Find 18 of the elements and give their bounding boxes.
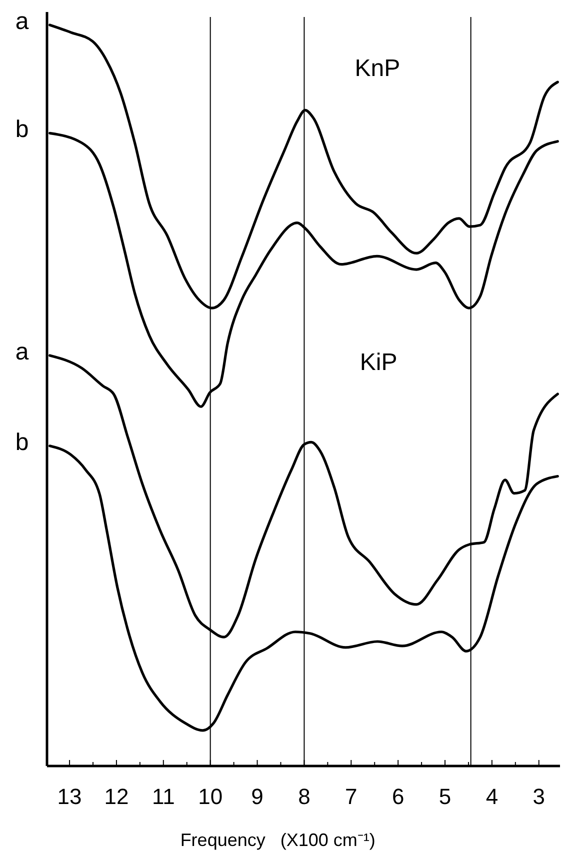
series-label: b bbox=[15, 116, 29, 144]
x-tick-label: 11 bbox=[152, 784, 175, 810]
x-axis-title: Frequency (X100 cm⁻¹) bbox=[180, 830, 376, 850]
series-label: b bbox=[15, 428, 29, 456]
x-tick-label: 10 bbox=[198, 784, 223, 810]
x-tick-label: 4 bbox=[486, 784, 498, 810]
series-label: a bbox=[15, 8, 30, 35]
x-tick-label: 8 bbox=[298, 784, 310, 810]
annotation: KnP bbox=[354, 55, 400, 82]
series-label: a bbox=[15, 338, 30, 366]
x-tick-label: 9 bbox=[251, 784, 264, 810]
x-tick-label: 12 bbox=[104, 784, 129, 810]
x-tick-label: 13 bbox=[57, 784, 82, 810]
x-tick-label: 7 bbox=[345, 784, 358, 810]
x-tick-label: 3 bbox=[532, 784, 546, 810]
annotation: KiP bbox=[360, 349, 398, 376]
x-tick-label: 6 bbox=[392, 784, 404, 810]
x-tick-label: 5 bbox=[438, 784, 452, 810]
